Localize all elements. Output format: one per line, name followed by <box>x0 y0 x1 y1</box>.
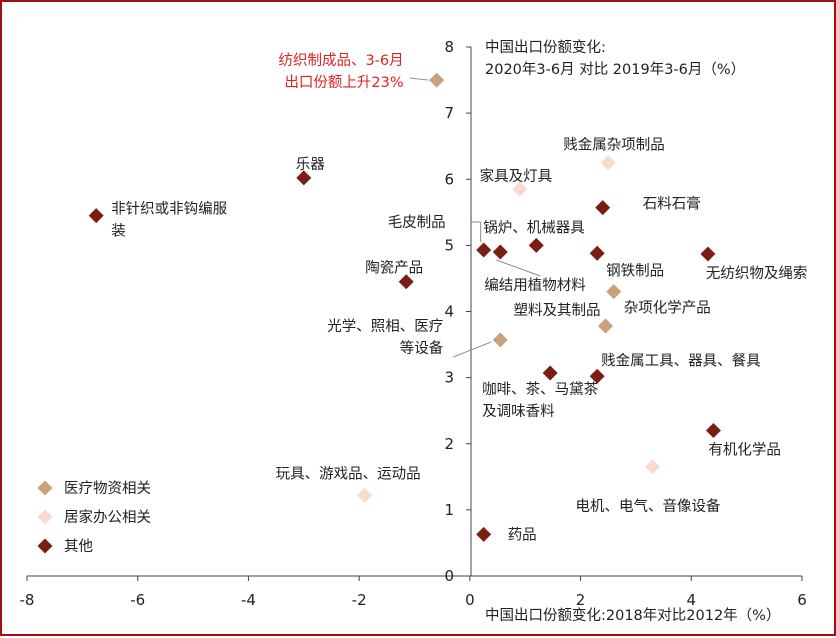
data-label: 贱金属杂项制品 <box>563 137 665 154</box>
chart-title: 中国出口份额变化: 2020年3-6月 对比 2019年3-6月（%） <box>485 39 745 78</box>
y-tick-label: 3 <box>444 369 454 387</box>
data-label: 电机、电气、音像设备 <box>576 498 721 515</box>
chart-title-line: 2020年3-6月 对比 2019年3-6月（%） <box>485 61 745 78</box>
data-point-medical <box>429 72 445 88</box>
data-point-other <box>542 365 558 381</box>
x-tick-label: -6 <box>130 591 145 609</box>
data-label: 光学、照相、医疗 <box>327 318 443 335</box>
data-point-home_office <box>600 155 616 171</box>
data-point-other <box>88 208 104 224</box>
y-tick-label: 2 <box>444 435 454 453</box>
legend-marker-other <box>37 538 53 554</box>
data-label: 非针织或非钩编服 <box>111 201 227 218</box>
data-label: 装 <box>111 223 126 240</box>
data-label: 钢铁制品 <box>606 262 664 279</box>
data-points <box>88 72 721 542</box>
data-label: 出口份额上升23% <box>284 74 403 91</box>
y-tick-label: 0 <box>444 567 454 585</box>
data-point-home_office <box>645 459 661 475</box>
leader-line <box>453 341 492 358</box>
data-label: 及调味香料 <box>482 403 555 420</box>
data-point-other <box>296 170 312 186</box>
data-point-other <box>476 242 492 258</box>
y-tick-label: 5 <box>444 236 454 254</box>
data-label: 陶瓷产品 <box>365 260 423 277</box>
data-point-other <box>589 245 605 261</box>
y-tick-label: 8 <box>444 38 454 56</box>
data-label: 咖啡、茶、马黛茶 <box>482 381 598 398</box>
x-tick-label: 2 <box>576 591 586 609</box>
data-label: 纺织制成品、3-6月 <box>278 52 403 69</box>
data-point-other <box>595 200 611 216</box>
data-point-other <box>398 274 414 290</box>
y-tick-label: 4 <box>444 303 454 321</box>
data-label: 药品 <box>508 526 537 543</box>
leader-lines <box>409 77 541 358</box>
chart-title-line: 中国出口份额变化: <box>485 39 606 56</box>
x-tick-label: -4 <box>241 591 256 609</box>
leader-line <box>409 77 429 81</box>
x-axis-label: 中国出口份额变化:2018年对比2012年（%） <box>485 607 780 624</box>
x-tick-label: 6 <box>797 591 807 609</box>
data-label: 杂项化学产品 <box>624 300 711 317</box>
x-tick-label: -8 <box>20 591 35 609</box>
data-label: 有机化学品 <box>708 442 781 459</box>
data-label: 毛皮制品 <box>388 214 446 231</box>
data-label: 等设备 <box>400 339 444 357</box>
data-label: 无纺织物及绳索 <box>706 265 808 282</box>
data-point-medical <box>606 284 622 300</box>
data-point-home_office <box>512 181 528 197</box>
leader-line <box>496 259 541 277</box>
data-point-other <box>705 423 721 439</box>
data-label: 乐器 <box>296 156 325 173</box>
data-label: 塑料及其制品 <box>513 302 600 319</box>
data-label: 贱金属工具、器具、餐具 <box>601 352 761 369</box>
legend-marker-home_office <box>37 509 53 525</box>
x-tick-label: 4 <box>687 591 697 609</box>
data-point-medical <box>492 332 508 348</box>
data-label: 玩具、游戏品、运动品 <box>276 465 421 482</box>
data-point-other <box>528 237 544 253</box>
y-tick-label: 6 <box>444 170 454 188</box>
legend-marker-medical <box>37 480 53 496</box>
legend-label: 居家办公相关 <box>64 509 151 526</box>
data-label: 石料石膏 <box>643 196 701 213</box>
axes: -8 -6 -4 -2 0 2 4 6 0 1 2 3 4 5 6 7 8 <box>20 38 807 609</box>
y-tick-label: 1 <box>444 501 454 519</box>
x-tick-label: -2 <box>352 591 367 609</box>
data-label: 编结用植物材料 <box>484 277 586 294</box>
data-label: 锅炉、机械器具 <box>483 219 585 236</box>
data-point-home_office <box>357 487 373 503</box>
x-tick-label: 0 <box>465 591 475 609</box>
data-point-other <box>589 368 605 384</box>
data-point-other <box>700 246 716 262</box>
data-point-other <box>476 526 492 542</box>
data-label: 家具及灯具 <box>480 168 553 185</box>
legend-label: 其他 <box>64 538 93 555</box>
data-point-medical <box>597 318 613 334</box>
data-point-other <box>492 244 508 260</box>
y-tick-label: 7 <box>444 104 454 122</box>
legend-label: 医疗物资相关 <box>64 480 151 497</box>
